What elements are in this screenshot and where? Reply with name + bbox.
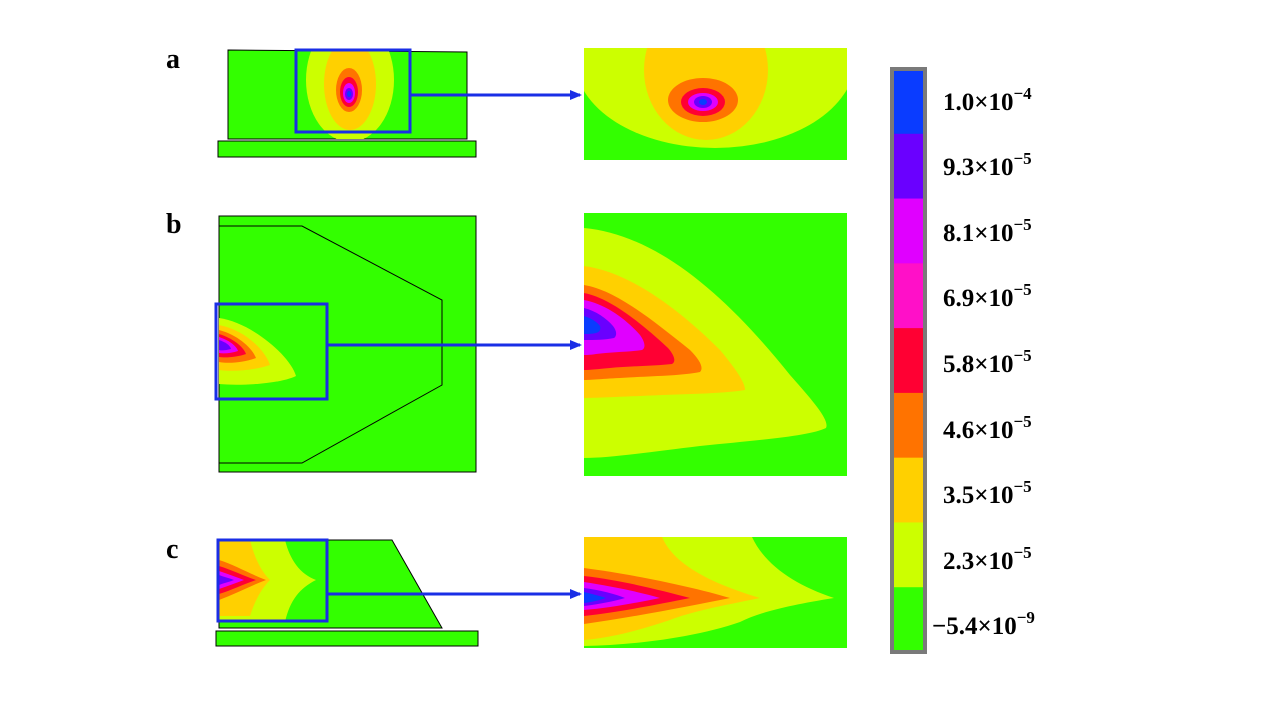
panel-c-contours	[219, 540, 316, 622]
panel-c-zoom	[584, 537, 847, 648]
panel-a-model	[217, 48, 477, 158]
colorbar-segment	[892, 133, 925, 200]
panel-label-b: b	[166, 209, 182, 240]
colorbar: 1.0×10−4 9.3×10−5 8.1×10−5 6.9×10−5 5.8×…	[890, 67, 1035, 654]
panel-a-highlight-box	[294, 48, 412, 134]
panel-label-a: a	[166, 44, 180, 75]
colorbar-segment	[892, 69, 925, 135]
colorbar-segment	[892, 328, 925, 394]
panel-b-zoom	[584, 213, 847, 476]
panel-a-contours	[306, 50, 394, 139]
colorbar-label-6: 3.5×10−5	[943, 477, 1032, 509]
colorbar-label-2: 8.1×10−5	[943, 215, 1032, 247]
panel-b-inner-outline	[219, 225, 443, 464]
colorbar-label-3: 6.9×10−5	[943, 280, 1032, 312]
colorbar-label-5: 4.6×10−5	[943, 412, 1032, 444]
panel-c-highlight-box	[216, 538, 329, 623]
panel-label-c: c	[166, 534, 178, 565]
panel-b-contours	[219, 318, 296, 385]
panel-a-zoom	[584, 48, 847, 160]
colorbar-label-0: 1.0×10−4	[943, 84, 1032, 116]
colorbar-label-4: 5.8×10−5	[943, 346, 1032, 378]
colorbar-segment	[892, 587, 925, 653]
panel-b-highlight-box	[214, 302, 329, 401]
colorbar-segments	[892, 69, 925, 653]
panel-c-model	[215, 538, 479, 647]
colorbar-frame	[890, 67, 927, 654]
panel-c-substrate	[215, 630, 479, 647]
panel-a-substrate	[217, 140, 477, 158]
colorbar-segment	[892, 522, 925, 588]
colorbar-segment	[892, 457, 925, 523]
colorbar-label-1: 9.3×10−5	[943, 149, 1032, 181]
colorbar-segment	[892, 392, 925, 459]
colorbar-segment	[892, 198, 925, 264]
colorbar-label-7: 2.3×10−5	[943, 543, 1032, 575]
colorbar-segment	[892, 263, 925, 329]
colorbar-label-8: −5.4×10−9	[932, 608, 1035, 640]
